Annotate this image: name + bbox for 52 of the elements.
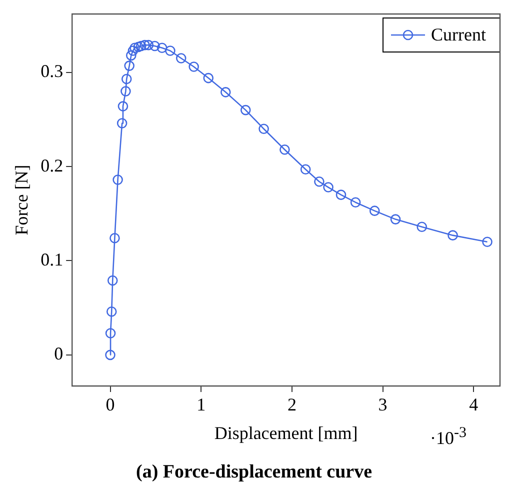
point (120, 86, 131, 96)
y-tick-label: 0.3 (40, 61, 64, 82)
point (121, 74, 132, 84)
legend-label: Current (431, 24, 486, 45)
point (105, 328, 116, 338)
point (350, 197, 361, 208)
point (136, 40, 146, 52)
point (176, 53, 186, 64)
point (240, 104, 251, 116)
point (112, 174, 123, 185)
point (116, 118, 128, 128)
point (110, 232, 120, 244)
text: (a) Force-displacement curve (136, 462, 372, 483)
y-tick-label: 0.2 (40, 155, 64, 176)
point (124, 60, 134, 71)
point (105, 350, 116, 360)
point (416, 222, 428, 232)
y-axis-title: Force [N] (12, 164, 32, 236)
point (150, 40, 160, 52)
x-tick-label: 0 (106, 394, 115, 415)
x-tick-label: 3 (378, 394, 388, 415)
point (448, 230, 458, 240)
point (336, 190, 346, 200)
x-tick-label: 2 (287, 394, 296, 415)
x-tick-label: 1 (196, 394, 206, 415)
y-tick-label: 0.1 (40, 249, 64, 270)
point (482, 236, 492, 248)
point (300, 164, 311, 175)
point (130, 42, 140, 54)
point (323, 182, 334, 192)
point (280, 144, 290, 155)
point (126, 50, 136, 61)
point (390, 214, 401, 224)
x-tick-label: 4 (469, 394, 478, 415)
x-axis-title: Displacement [mm] (214, 423, 358, 444)
point (203, 72, 214, 84)
point (369, 206, 380, 216)
point (133, 42, 144, 52)
point (107, 275, 118, 286)
point (165, 46, 176, 56)
point (314, 176, 324, 187)
point (143, 40, 154, 50)
point (258, 124, 269, 134)
point (128, 46, 138, 56)
text: ·10$^{-3}$ (430, 425, 466, 449)
y-tick-label: 0 (54, 344, 64, 364)
point (118, 101, 128, 112)
point (140, 40, 150, 50)
point (106, 306, 117, 317)
point (188, 62, 199, 72)
point (220, 87, 231, 98)
point (156, 42, 168, 54)
